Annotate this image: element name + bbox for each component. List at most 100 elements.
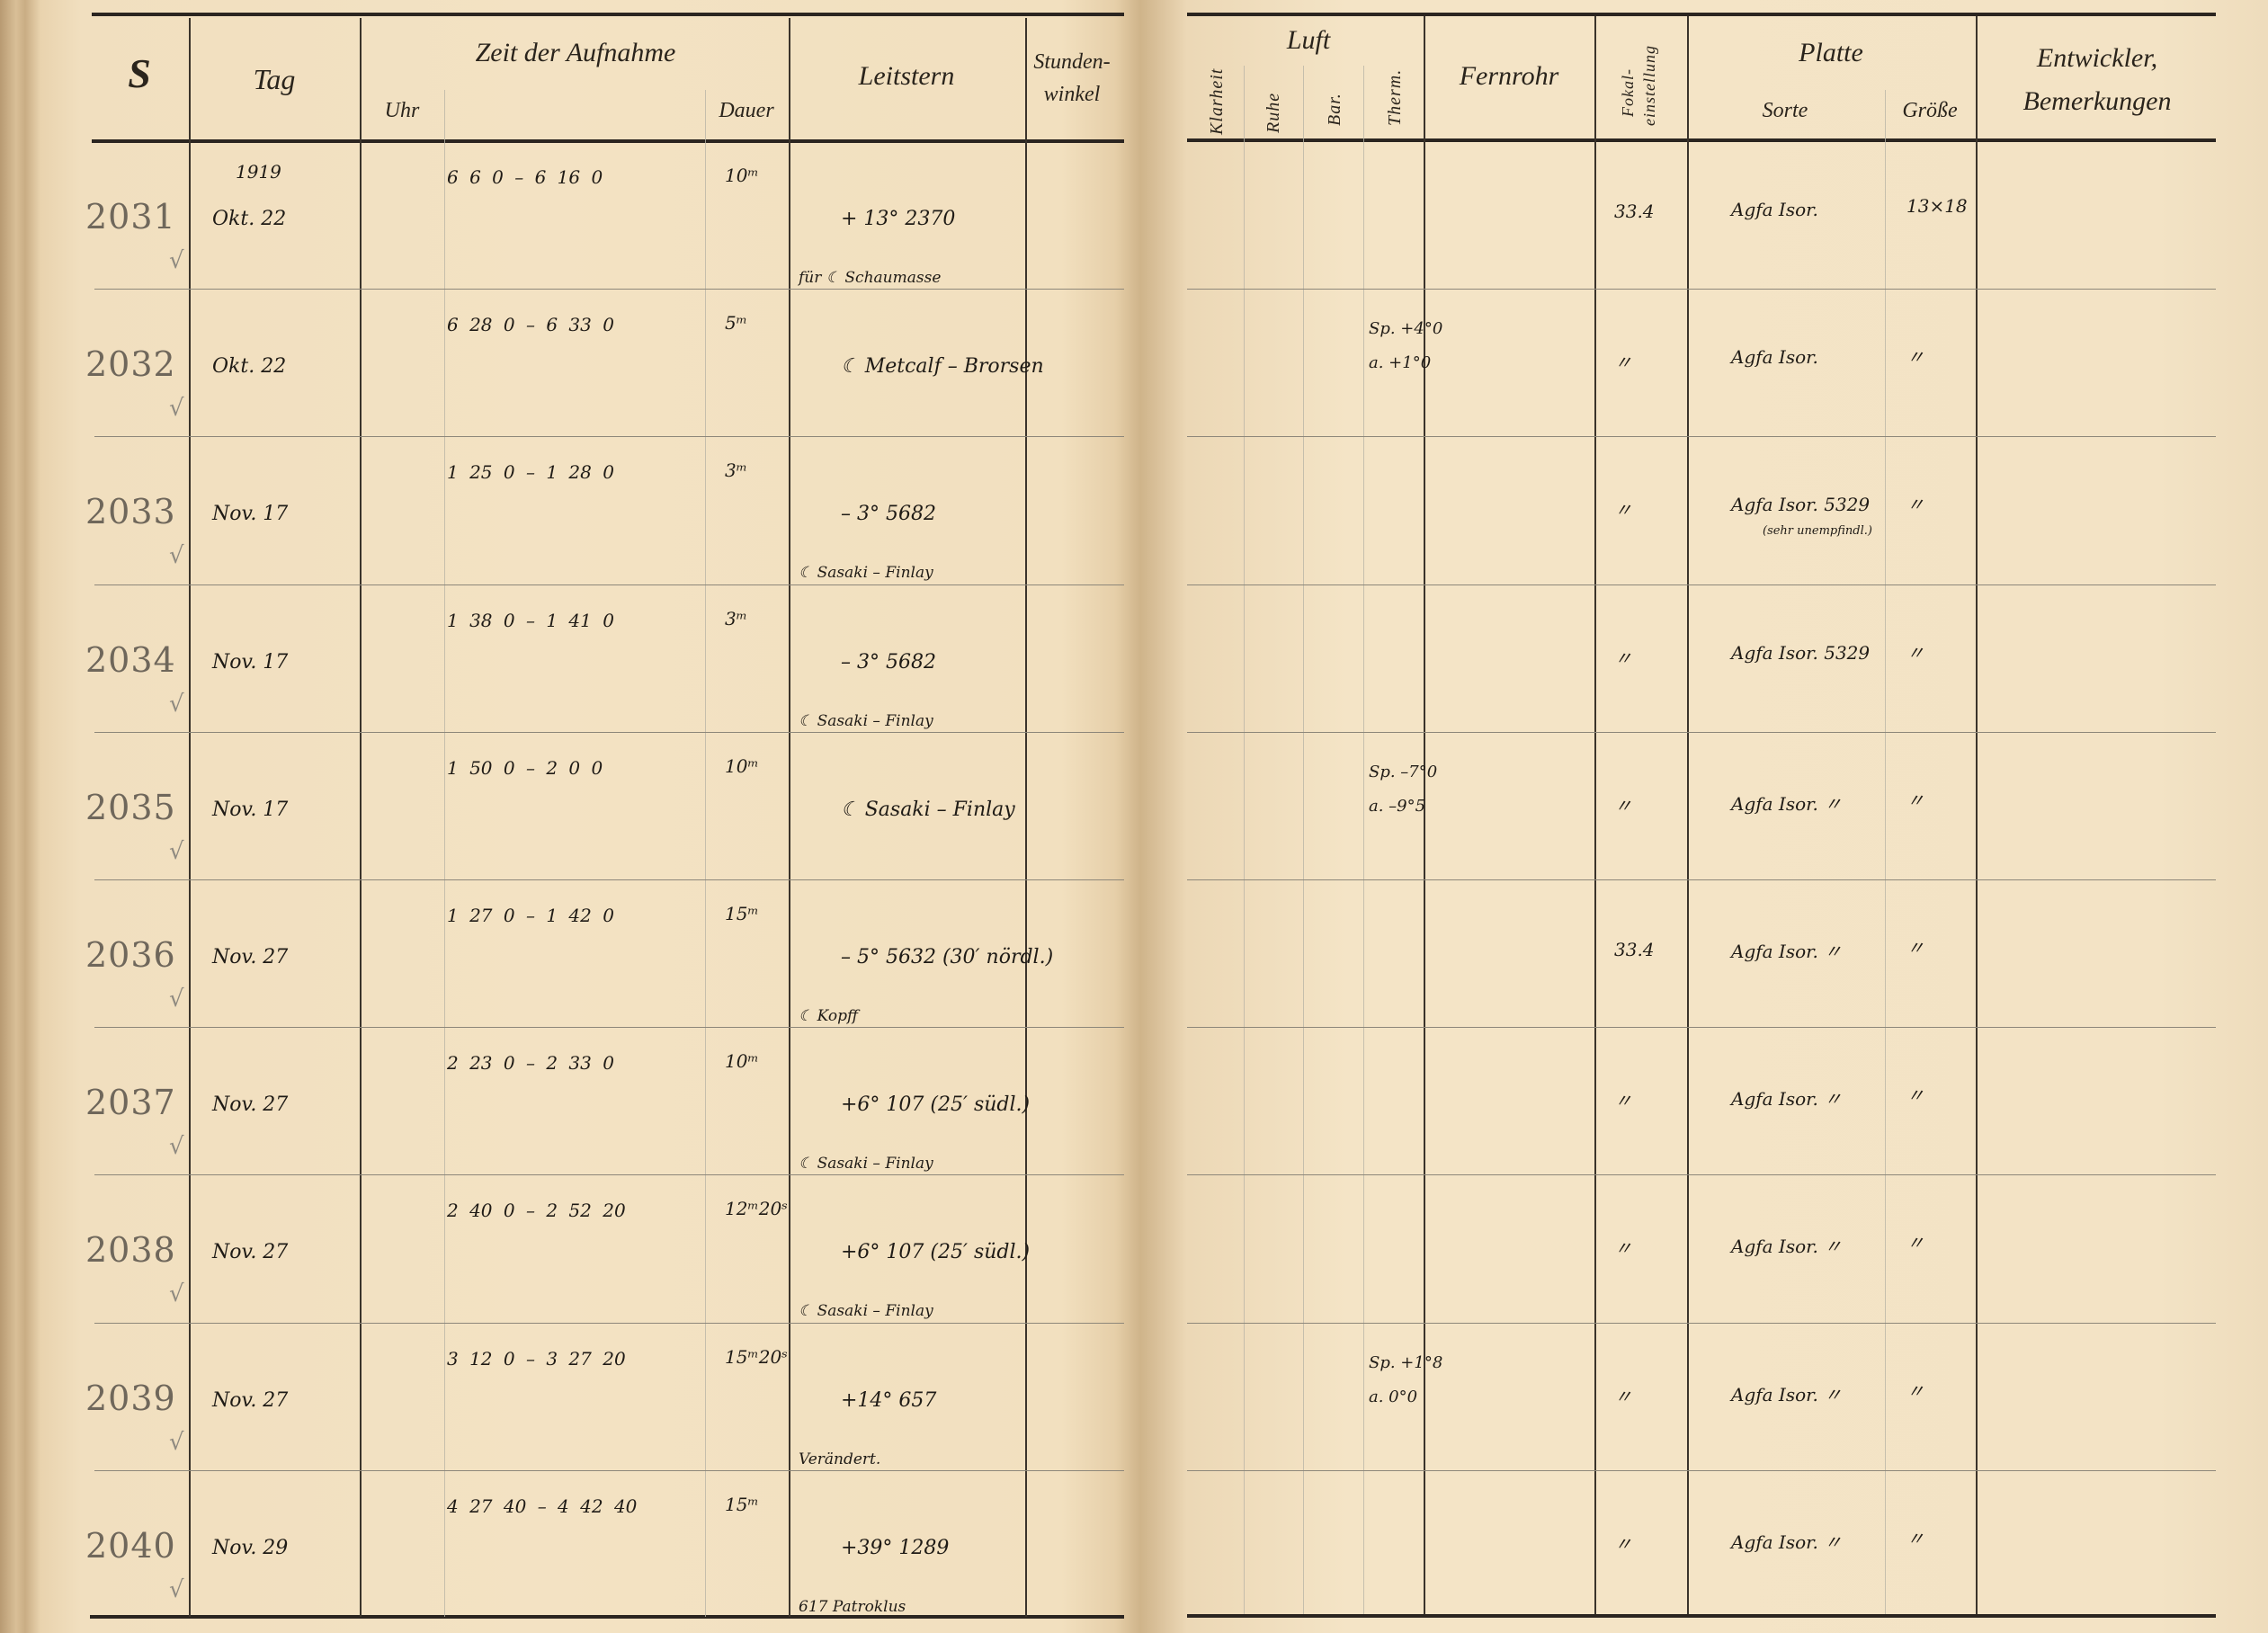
col-line-s: [189, 18, 191, 1617]
entry-number: 2039: [85, 1378, 176, 1418]
header-rule-left: [92, 139, 1124, 143]
thermometer-sp: Sp. –7°0: [1369, 762, 1438, 781]
date: Nov. 17: [212, 650, 289, 674]
entry-number: 2036: [85, 935, 176, 975]
col-line-leitstern: [789, 18, 790, 1617]
date: Nov. 27: [212, 1388, 289, 1412]
check-mark: √: [169, 1281, 184, 1308]
thermometer-a: a. –9°5: [1369, 796, 1426, 816]
exposure-time: 1 27 0 – 1 42 0: [447, 905, 614, 926]
col-line-klarheit: [1244, 66, 1245, 1614]
entry-number: 2031: [85, 197, 176, 236]
guide-star: +14° 657: [841, 1388, 937, 1412]
header-zeit: Zeit der Aufnahme: [475, 38, 676, 67]
guide-star: ☾ Sasaki – Finlay: [841, 798, 1015, 821]
header-sorte: Sorte: [1762, 99, 1808, 122]
plate-type: Agfa Isor. 〃: [1731, 792, 1843, 815]
entry-number: 2040: [85, 1525, 176, 1566]
thermometer-sp: Sp. +1°8: [1369, 1352, 1443, 1372]
top-rule-left: [92, 13, 1124, 16]
plate-size: 〃: [1906, 346, 1924, 369]
duration: 15ᵐ: [725, 903, 759, 924]
focus-setting: 〃: [1614, 1532, 1632, 1555]
header-therm: Therm.: [1385, 68, 1405, 126]
duration: 12ᵐ20ˢ: [725, 1198, 788, 1220]
row-divider: [1187, 1027, 2216, 1029]
row-divider: [1187, 1469, 2216, 1471]
duration: 3ᵐ: [725, 607, 747, 629]
focus-setting: 〃: [1614, 1385, 1632, 1407]
guide-star: – 5° 5632 (30′ nördl.): [841, 946, 1054, 968]
exposure-time: 6 6 0 – 6 16 0: [447, 166, 603, 188]
row-divider: [94, 1322, 1124, 1324]
plate-size: 〃: [1906, 937, 1924, 959]
exposure-time: 3 12 0 – 3 27 20: [447, 1347, 626, 1370]
col-line-ruhe: [1303, 66, 1304, 1614]
plate-type: Agfa Isor.: [1731, 199, 1818, 220]
date: Nov. 17: [212, 503, 289, 526]
plate-type: Agfa Isor. 〃: [1731, 941, 1843, 962]
plate-size: 〃: [1906, 1232, 1924, 1254]
duration: 3ᵐ: [725, 460, 747, 482]
guide-star: – 3° 5682: [841, 650, 936, 674]
row-divider: [94, 289, 1124, 290]
duration: 10ᵐ: [725, 754, 759, 777]
guide-star-note: ☾ Sasaki – Finlay: [799, 711, 933, 730]
col-line-uhr: [444, 90, 445, 1617]
top-rule-right: [1187, 13, 2216, 16]
entry-number: 2037: [85, 1083, 176, 1123]
exposure-time: 1 25 0 – 1 28 0: [447, 461, 614, 484]
guide-star-note: ☾ Sasaki – Finlay: [799, 564, 933, 583]
header-stundenwinkel-1: Stunden-: [1033, 50, 1111, 74]
exposure-time: 1 50 0 – 2 0 0: [447, 756, 603, 779]
bottom-rule-right: [1187, 1614, 2216, 1618]
row-divider: [94, 879, 1124, 880]
plate-type: Agfa Isor. 〃: [1731, 1088, 1843, 1111]
guide-star: +39° 1289: [841, 1536, 950, 1559]
col-line-bar: [1363, 66, 1364, 1614]
plate-remark: (sehr unempfindl.): [1763, 524, 1872, 539]
header-stundenwinkel-2: winkel: [1043, 83, 1101, 106]
header-rule-right: [1187, 138, 2216, 142]
entry-number: 2034: [85, 639, 176, 680]
thermometer-a: a. +1°0: [1369, 353, 1432, 373]
guide-star-note: ☾ Kopff: [799, 1007, 859, 1025]
date: Nov. 27: [212, 1093, 289, 1117]
check-mark: √: [169, 1575, 184, 1603]
check-mark: √: [169, 986, 184, 1013]
date: Okt. 22: [212, 208, 287, 230]
exposure-time: 2 40 0 – 2 52 20: [447, 1200, 626, 1222]
col-line-fernrohr: [1594, 16, 1596, 1614]
plate-size: 〃: [1906, 1084, 1924, 1107]
bottom-rule-left: [90, 1615, 1124, 1619]
guide-star-note: für ☾ Schaumasse: [799, 269, 942, 287]
focus-setting: 〃: [1614, 794, 1632, 816]
check-mark: √: [169, 690, 184, 718]
col-line-tag: [360, 18, 362, 1617]
plate-size: 〃: [1906, 641, 1924, 664]
exposure-time: 2 23 0 – 2 33 0: [447, 1052, 614, 1075]
guide-star-note: Verändert.: [799, 1450, 881, 1468]
date: Nov. 27: [212, 1241, 289, 1264]
check-mark: √: [169, 1133, 184, 1161]
plate-size: 〃: [1906, 1379, 1924, 1402]
row-divider: [94, 584, 1124, 585]
header-s: S: [128, 50, 151, 96]
duration: 10ᵐ: [725, 1050, 759, 1073]
col-line-fokal: [1687, 16, 1689, 1614]
focus-setting: 〃: [1614, 1090, 1632, 1112]
date: Nov. 17: [212, 798, 289, 821]
plate-size: 〃: [1906, 494, 1924, 516]
header-bemerkungen: Bemerkungen: [2022, 86, 2172, 116]
row-divider: [1187, 879, 2216, 880]
plate-type: Agfa Isor.: [1731, 346, 1818, 369]
header-uhr: Uhr: [384, 99, 420, 122]
header-fokal-2: einstellung: [1640, 45, 1658, 126]
col-line-therm: [1424, 16, 1425, 1614]
row-divider: [94, 1027, 1124, 1029]
entry-number: 2035: [85, 787, 176, 827]
entry-number: 2038: [85, 1230, 176, 1271]
header-luft: Luft: [1286, 25, 1331, 55]
row-divider: [1187, 436, 2216, 438]
focus-setting: 〃: [1614, 1237, 1632, 1260]
